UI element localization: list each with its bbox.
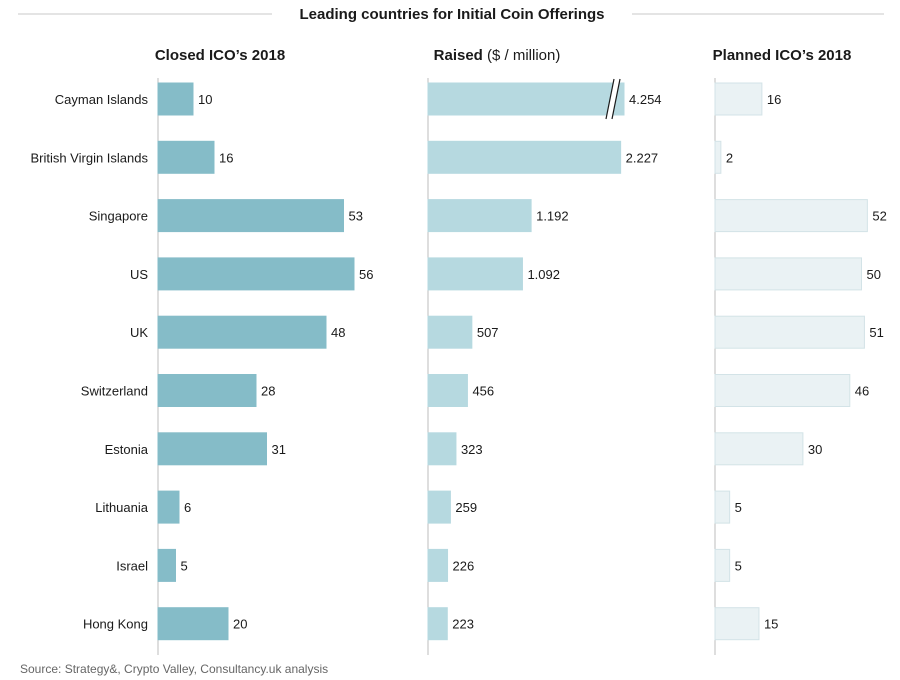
panel-title-3: Planned ICO’s 2018 bbox=[713, 47, 852, 64]
bar-1-israel bbox=[157, 548, 176, 582]
bar-2-switzerland bbox=[427, 374, 468, 407]
value-label-2-cayman-islands: 4.254 bbox=[629, 92, 662, 107]
bar-3-british-virgin-islands bbox=[714, 140, 722, 174]
value-label-1-cayman-islands: 10 bbox=[198, 92, 212, 107]
value-label-2-estonia: 323 bbox=[461, 442, 483, 457]
category-label-uk: UK bbox=[130, 325, 148, 340]
category-label-lithuania: Lithuania bbox=[95, 500, 149, 515]
value-label-3-switzerland: 46 bbox=[855, 384, 869, 399]
bar-3-singapore bbox=[714, 199, 868, 233]
axis-break-mark-1 bbox=[605, 78, 615, 120]
bar-3-cayman-islands bbox=[714, 82, 763, 116]
value-label-1-uk: 48 bbox=[331, 325, 345, 340]
value-label-2-us: 1.092 bbox=[527, 267, 560, 282]
value-label-2-uk: 507 bbox=[477, 325, 499, 340]
bar-1-british-virgin-islands bbox=[157, 140, 215, 174]
value-label-1-british-virgin-islands: 16 bbox=[219, 150, 233, 165]
category-label-singapore: Singapore bbox=[89, 209, 148, 224]
bar-1-singapore bbox=[157, 199, 344, 233]
bar-2-singapore bbox=[427, 199, 532, 233]
value-label-2-lithuania: 259 bbox=[455, 500, 477, 515]
bar-2-hong-kong bbox=[427, 607, 448, 641]
value-label-1-estonia: 31 bbox=[272, 442, 286, 457]
bar-1-estonia bbox=[157, 432, 267, 466]
panel-title-2: Raised ($ / million) bbox=[434, 47, 561, 64]
value-label-1-israel: 5 bbox=[181, 558, 188, 573]
axis-break-gap bbox=[606, 79, 620, 119]
category-label-cayman-islands: Cayman Islands bbox=[55, 92, 149, 107]
category-label-hong-kong: Hong Kong bbox=[83, 617, 148, 632]
value-label-2-hong-kong: 223 bbox=[452, 617, 474, 632]
category-label-us: US bbox=[130, 267, 148, 282]
value-label-3-uk: 51 bbox=[869, 325, 883, 340]
category-label-estonia: Estonia bbox=[105, 442, 149, 457]
chart-title: Leading countries for Initial Coin Offer… bbox=[299, 6, 604, 23]
value-label-3-singapore: 52 bbox=[872, 209, 886, 224]
bar-3-uk bbox=[714, 315, 865, 349]
bar-1-uk bbox=[157, 315, 327, 349]
bar-2-cayman-islands bbox=[427, 82, 625, 116]
bar-3-us bbox=[714, 257, 862, 291]
bar-2-british-virgin-islands bbox=[427, 140, 622, 174]
category-label-israel: Israel bbox=[116, 558, 148, 573]
source-note: Source: Strategy&, Crypto Valley, Consul… bbox=[20, 662, 328, 676]
value-label-3-british-virgin-islands: 2 bbox=[726, 150, 733, 165]
bar-1-hong-kong bbox=[157, 607, 229, 641]
value-label-1-lithuania: 6 bbox=[184, 500, 191, 515]
value-label-2-switzerland: 456 bbox=[472, 384, 494, 399]
bar-1-switzerland bbox=[157, 374, 257, 407]
bar-1-us bbox=[157, 257, 355, 291]
value-label-1-singapore: 53 bbox=[349, 209, 363, 224]
value-label-2-singapore: 1.192 bbox=[536, 209, 569, 224]
bar-3-israel bbox=[714, 548, 731, 582]
value-label-1-hong-kong: 20 bbox=[233, 617, 247, 632]
axis-break-mark-2 bbox=[611, 78, 621, 120]
bar-2-us bbox=[427, 257, 523, 291]
bar-2-estonia bbox=[427, 432, 457, 466]
value-label-3-us: 50 bbox=[867, 267, 881, 282]
value-label-3-hong-kong: 15 bbox=[764, 617, 778, 632]
panel-1: 10 16 53 56 48 28 31 6 5 20 bbox=[157, 78, 373, 655]
value-label-3-estonia: 30 bbox=[808, 442, 822, 457]
value-label-3-israel: 5 bbox=[735, 558, 742, 573]
bar-2-israel bbox=[427, 548, 449, 582]
bar-2-uk bbox=[427, 315, 473, 349]
bar-3-lithuania bbox=[714, 490, 731, 524]
value-label-1-switzerland: 28 bbox=[261, 384, 275, 399]
value-label-1-us: 56 bbox=[359, 267, 373, 282]
value-label-2-british-virgin-islands: 2.227 bbox=[626, 150, 659, 165]
category-label-british-virgin-islands: British Virgin Islands bbox=[30, 150, 148, 165]
bar-2-lithuania bbox=[427, 490, 451, 524]
bar-3-switzerland bbox=[714, 374, 851, 407]
bar-1-cayman-islands bbox=[157, 82, 194, 116]
panel-3: 16 2 52 50 51 46 30 5 5 15 bbox=[714, 78, 887, 655]
panel-2: 4.254 2.227 1.192 1.092 507 456 323 259 226 223 bbox=[427, 78, 662, 655]
bar-3-hong-kong bbox=[714, 607, 760, 641]
bar-1-lithuania bbox=[157, 490, 180, 524]
panel-title-1: Closed ICO’s 2018 bbox=[155, 47, 285, 64]
bar-3-estonia bbox=[714, 432, 804, 466]
value-label-2-israel: 226 bbox=[453, 558, 475, 573]
value-label-3-cayman-islands: 16 bbox=[767, 92, 781, 107]
value-label-3-lithuania: 5 bbox=[735, 500, 742, 515]
category-label-switzerland: Switzerland bbox=[81, 384, 148, 399]
